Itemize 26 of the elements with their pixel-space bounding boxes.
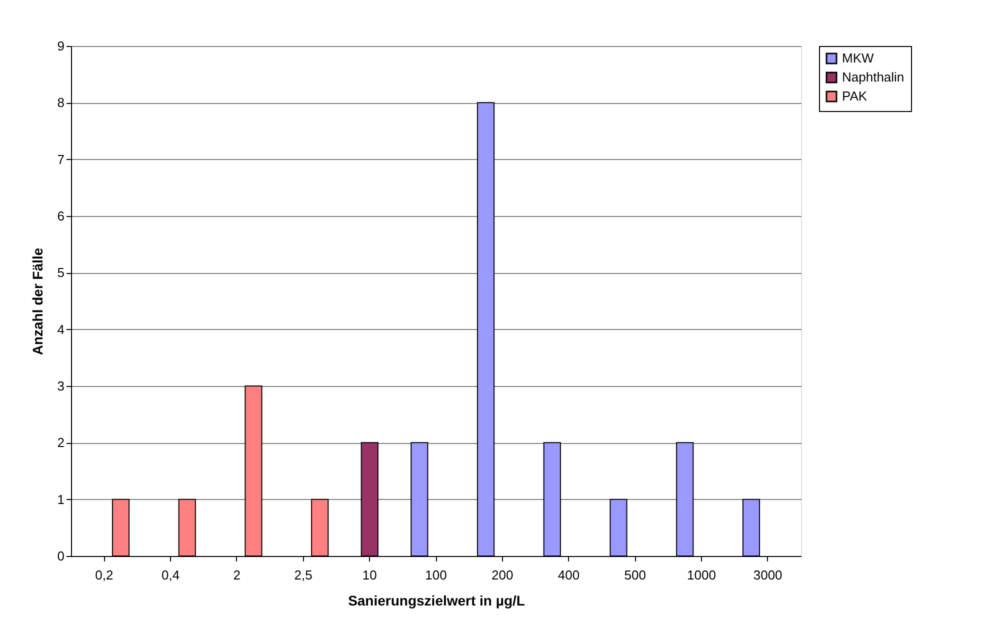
x-tick-label: 1000 <box>686 568 716 582</box>
y-tick-label: 5 <box>57 265 64 280</box>
y-tick-label: 3 <box>57 378 64 394</box>
x-tick-label: 200 <box>492 568 514 582</box>
y-tick-label: 6 <box>57 208 64 224</box>
y-tick-label: 8 <box>57 95 64 110</box>
x-tick-label: 3000 <box>753 568 782 582</box>
x-tick-label: 0,4 <box>162 568 180 582</box>
x-tick-label: 500 <box>624 568 646 582</box>
x-tick-label: 2 <box>233 568 241 582</box>
y-tick-label: 7 <box>57 152 64 167</box>
x-tick-label: 2,5 <box>294 568 312 582</box>
y-tick-label: 2 <box>57 435 64 450</box>
legend-label: PAK <box>842 88 868 104</box>
y-tick-label: 0 <box>57 548 64 564</box>
legend-label: Naphthalin <box>842 70 904 84</box>
legend-label: MKW <box>842 50 874 66</box>
y-axis-title: Anzahl der Fälle <box>29 248 46 356</box>
x-tick-label: 10 <box>362 568 377 582</box>
x-axis-title: Sanierungszielwert in µg/L <box>348 592 526 608</box>
x-tick-label: 100 <box>425 568 447 582</box>
x-tick-label: 400 <box>558 568 580 582</box>
y-tick-label: 9 <box>57 38 64 54</box>
y-tick-label: 1 <box>57 492 64 507</box>
x-tick-label: 0,2 <box>95 568 114 582</box>
y-tick-label: 4 <box>57 322 64 337</box>
